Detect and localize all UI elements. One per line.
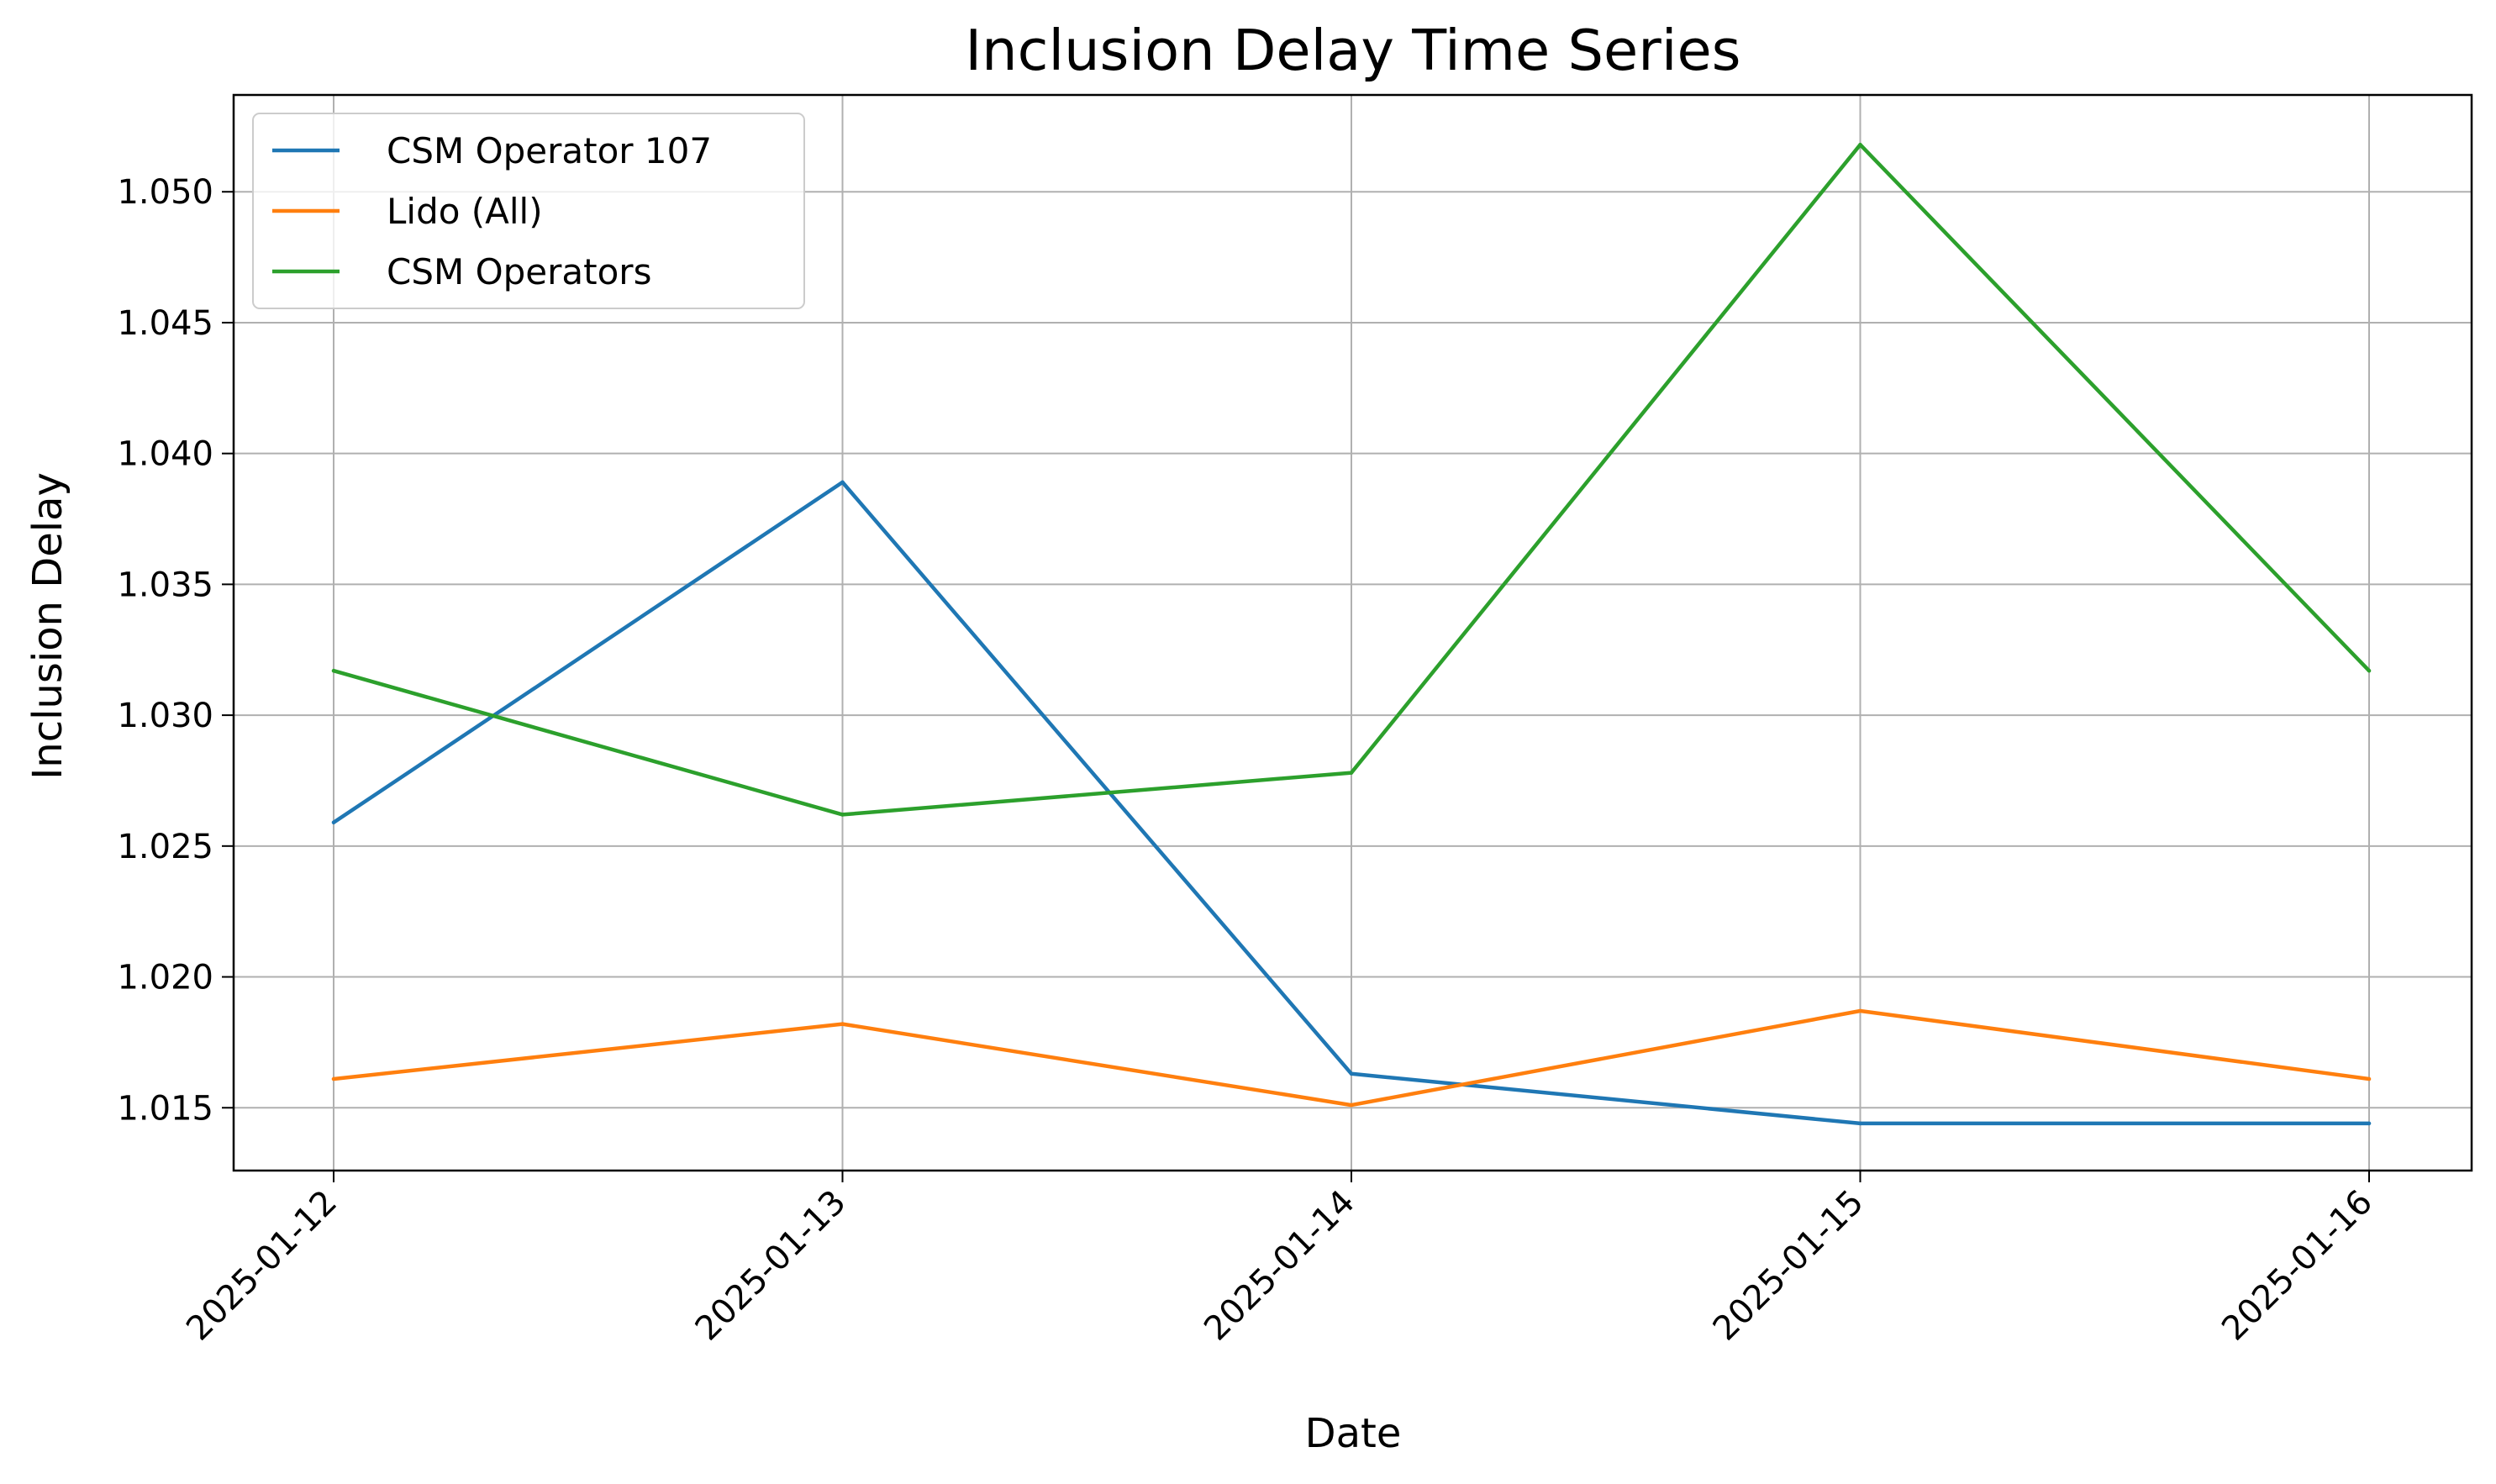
grid-lines bbox=[234, 95, 2472, 1171]
series-0-point bbox=[1349, 1071, 1354, 1076]
series-0-point bbox=[1858, 1121, 1862, 1126]
y-tick-label: 1.050 bbox=[117, 173, 213, 212]
legend-label-csm-operators: CSM Operators bbox=[387, 251, 651, 292]
series-1-point bbox=[2367, 1076, 2372, 1081]
chart-title: Inclusion Delay Time Series bbox=[965, 18, 1740, 83]
series-2-point bbox=[1858, 142, 1862, 147]
y-tick-label: 1.040 bbox=[117, 435, 213, 474]
series-0-point bbox=[331, 820, 336, 825]
y-tick-label: 1.030 bbox=[117, 697, 213, 735]
plot-frame bbox=[232, 93, 2473, 1172]
legend-label-lido-all: Lido (All) bbox=[387, 191, 543, 232]
x-axis-title: Date bbox=[1305, 1410, 1402, 1457]
series-2-point bbox=[331, 668, 336, 673]
y-tick-label: 1.035 bbox=[117, 566, 213, 604]
series-2-point bbox=[1349, 771, 1354, 775]
y-tick-label: 1.025 bbox=[117, 828, 213, 866]
series-lines bbox=[331, 142, 2372, 1126]
series-2-point bbox=[2367, 668, 2372, 673]
series-2-point bbox=[840, 813, 845, 817]
y-tick-label: 1.020 bbox=[117, 959, 213, 997]
series-0-point bbox=[2367, 1121, 2372, 1126]
y-tick-label: 1.015 bbox=[117, 1089, 213, 1128]
legend-label-csm-operator-107: CSM Operator 107 bbox=[387, 130, 712, 171]
series-0-point bbox=[840, 480, 845, 485]
y-tick-label: 1.045 bbox=[117, 304, 213, 343]
series-1-point bbox=[331, 1076, 336, 1081]
series-1-point bbox=[1349, 1102, 1354, 1108]
y-axis-title: Inclusion Delay bbox=[24, 472, 71, 780]
series-1-point bbox=[1858, 1008, 1862, 1013]
legend-box bbox=[252, 113, 805, 309]
legend: CSM Operator 107 Lido (All) CSM Operator… bbox=[252, 113, 805, 309]
series-1-point bbox=[840, 1022, 845, 1026]
